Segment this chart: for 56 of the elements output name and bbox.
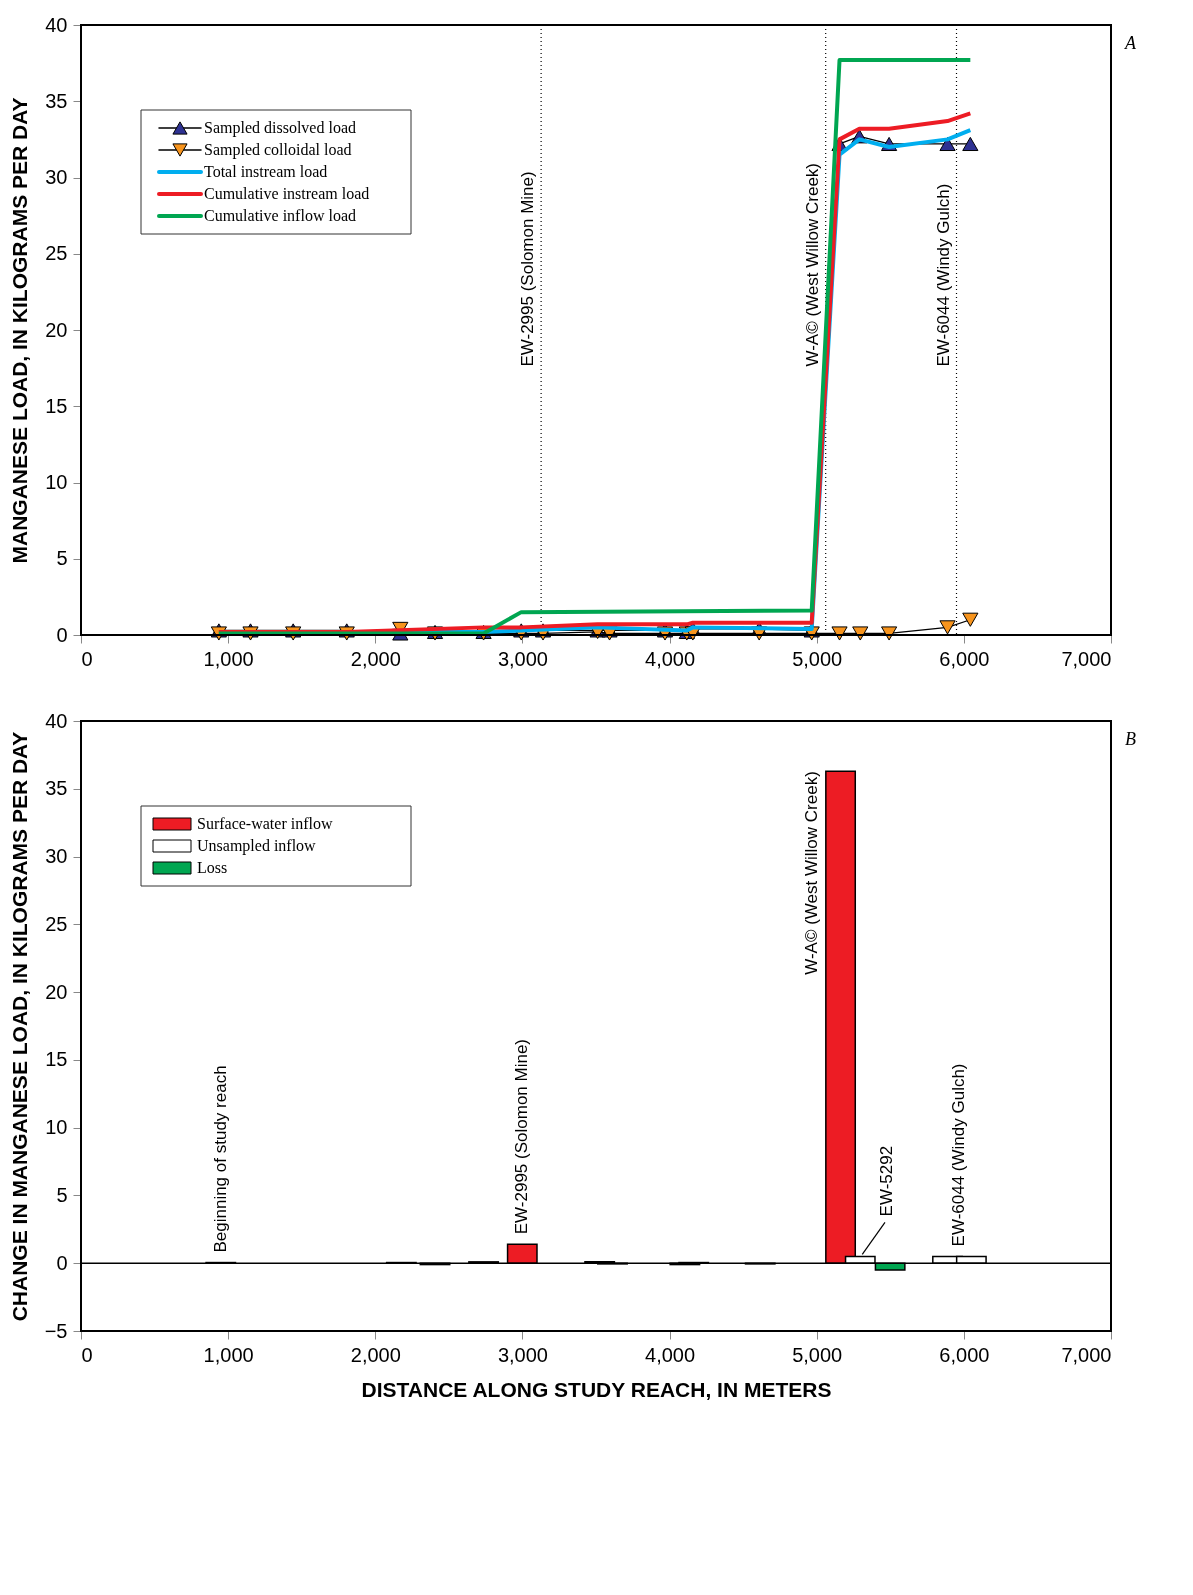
y-tick-label: 40: [45, 13, 68, 36]
text: B: [1125, 729, 1136, 749]
y-tick-label: 20: [45, 318, 68, 341]
y-tick-label: 0: [56, 1251, 68, 1274]
x-tick-label: 4,000: [645, 1343, 696, 1366]
x-tick-label: 5,000: [792, 1343, 843, 1366]
legend-label: Sampled dissolved load: [204, 119, 356, 137]
annotation: Beginning of study reach: [210, 1065, 230, 1253]
y-tick-label: 35: [45, 89, 68, 112]
x-tick-label: 7,000: [1061, 1343, 1112, 1366]
y-tick-label: 15: [45, 394, 68, 417]
x-tick-label: 1,000: [203, 647, 254, 670]
x-tick-label: 4,000: [645, 647, 696, 670]
x-tick-label: 7,000: [1061, 647, 1112, 670]
legend-label: Unsampled inflow: [197, 837, 317, 855]
x-tick-label: 0: [81, 1343, 93, 1366]
annotation: EW-5292: [876, 1145, 896, 1217]
x-tick-label: 5,000: [792, 647, 843, 670]
y-axis-title: MANGANESE LOAD, IN KILOGRAMS PER DAY: [8, 97, 32, 564]
y-tick-label: 35: [45, 777, 68, 800]
legend-label: Loss: [197, 859, 228, 876]
y-tick-label: 25: [45, 912, 68, 935]
x-tick-label: 1,000: [203, 1343, 254, 1366]
x-axis-title: DISTANCE ALONG STUDY REACH, IN METERS: [361, 1377, 832, 1401]
x-tick-label: 2,000: [350, 647, 401, 670]
y-axis-title: CHANGE IN MANGANESE LOAD, IN KILOGRAMS PER DAY: [7, 731, 31, 1322]
legend-label: Cumulative instream load: [204, 185, 370, 202]
annotation: W-A© (West Willow Creek): [801, 771, 821, 975]
y-tick-label: 30: [45, 166, 68, 188]
legend-label: Surface-water inflow: [197, 815, 333, 832]
y-tick-label: 25: [45, 242, 68, 265]
y-tick-label: 10: [45, 1116, 68, 1139]
legend-label: Total instream load: [204, 163, 328, 180]
x-tick-label: 0: [81, 647, 93, 670]
x-tick-label: 3,000: [497, 647, 548, 670]
annotation: EW-6044 (Windy Gulch): [949, 1063, 969, 1247]
ref-line-label: W-A© (West Willow Creek): [802, 162, 822, 367]
x-tick-label: 3,000: [497, 1343, 548, 1366]
y-tick-label: 30: [45, 845, 68, 868]
y-tick-label: 10: [45, 471, 68, 493]
y-tick-label: 15: [45, 1048, 68, 1071]
legend-label: Cumulative inflow load: [204, 207, 356, 224]
x-tick-label: 6,000: [939, 1343, 990, 1366]
x-tick-label: 2,000: [350, 1343, 401, 1366]
legend-label: Sampled colloidal load: [204, 141, 352, 159]
y-tick-label: 5: [56, 547, 68, 570]
y-tick-label: 0: [56, 623, 68, 646]
text: A: [1124, 33, 1137, 53]
y-tick-label: 5: [56, 1183, 68, 1206]
y-tick-label: 20: [45, 980, 68, 1003]
y-tick-label: 40: [45, 709, 68, 732]
ref-line-label: EW-2995 (Solomon Mine): [518, 171, 538, 367]
y-tick-label: −5: [44, 1319, 68, 1342]
x-tick-label: 6,000: [939, 647, 990, 670]
annotation: EW-2995 (Solomon Mine): [512, 1038, 532, 1235]
ref-line-label: EW-6044 (Windy Gulch): [933, 183, 953, 367]
